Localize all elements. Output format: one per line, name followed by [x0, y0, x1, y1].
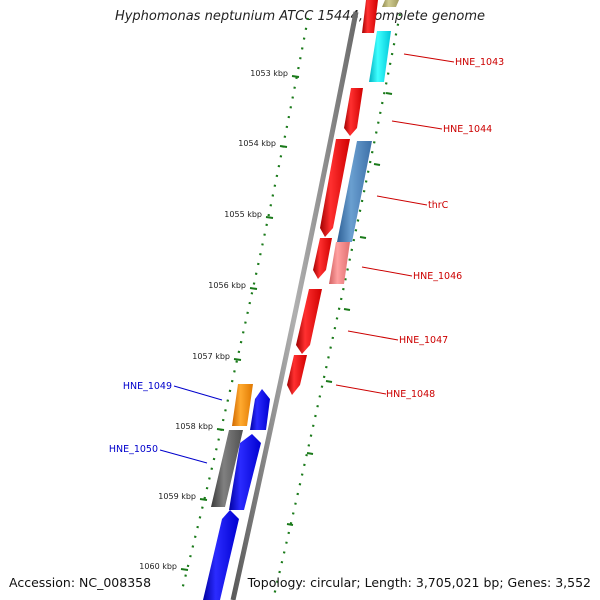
label-hne-1048: HNE_1048 — [386, 389, 435, 400]
gene-cyan-hne1043 — [369, 31, 391, 82]
label-hne-1044: HNE_1044 — [443, 124, 492, 135]
kbp-label-1054: 1054 kbp — [238, 139, 276, 148]
kbp-label-1059: 1059 kbp — [158, 492, 196, 501]
reverse-strand-genes — [203, 384, 270, 600]
kbp-label-1060: 1060 kbp — [139, 562, 177, 571]
kbp-tick-labels: 1053 kbp 1054 kbp 1055 kbp 1056 kbp 1057… — [139, 69, 288, 571]
gene-red-top — [362, 0, 378, 33]
right-leader-lines — [335, 53, 455, 395]
topology-text: Topology: circular; Length: 3,705,021 bp… — [247, 575, 591, 590]
genome-backbone — [230, 11, 359, 600]
kbp-label-1056: 1056 kbp — [208, 281, 246, 290]
kbp-label-1053: 1053 kbp — [250, 69, 288, 78]
label-hne-1046: HNE_1046 — [413, 271, 462, 282]
label-hne-1047: HNE_1047 — [399, 335, 448, 346]
forward-strand-genes — [287, 0, 399, 395]
gene-red-hne1047 — [296, 289, 322, 354]
gene-blue-hne1049b — [250, 389, 270, 430]
gene-steelblue-thrc — [337, 141, 372, 242]
gene-blue-bottom — [203, 510, 239, 600]
accession-text: Accession: NC_008358 — [9, 575, 152, 590]
gene-pink-hne1046 — [329, 242, 350, 284]
left-leader-lines — [159, 385, 223, 464]
map-title: Hyphomonas neptunium ATCC 15444, complet… — [114, 9, 486, 24]
gene-red-large — [320, 139, 350, 237]
right-gene-labels: HNE_1043 HNE_1044 thrC HNE_1046 HNE_1047… — [386, 57, 504, 400]
label-hne-1050: HNE_1050 — [109, 444, 158, 455]
gene-red-hne1044 — [344, 88, 363, 136]
kbp-label-1057: 1057 kbp — [192, 352, 230, 361]
label-hne-1043: HNE_1043 — [455, 57, 504, 68]
label-hne-1049: HNE_1049 — [123, 381, 172, 392]
label-thrc: thrC — [428, 200, 449, 211]
left-gene-labels: HNE_1049 HNE_1050 — [109, 381, 172, 455]
gene-orange-hne1049 — [232, 384, 253, 426]
gene-blue-hne1050b — [229, 434, 261, 510]
kbp-label-1055: 1055 kbp — [224, 210, 262, 219]
outer-tick-ring — [271, 13, 402, 600]
gene-gray-hne1050 — [211, 430, 243, 507]
gene-red-hne1048 — [287, 355, 307, 395]
inner-tick-ring — [180, 17, 310, 591]
gene-red-hne1046b — [313, 238, 332, 279]
gene-olive — [382, 0, 399, 7]
kbp-label-1058: 1058 kbp — [175, 422, 213, 431]
